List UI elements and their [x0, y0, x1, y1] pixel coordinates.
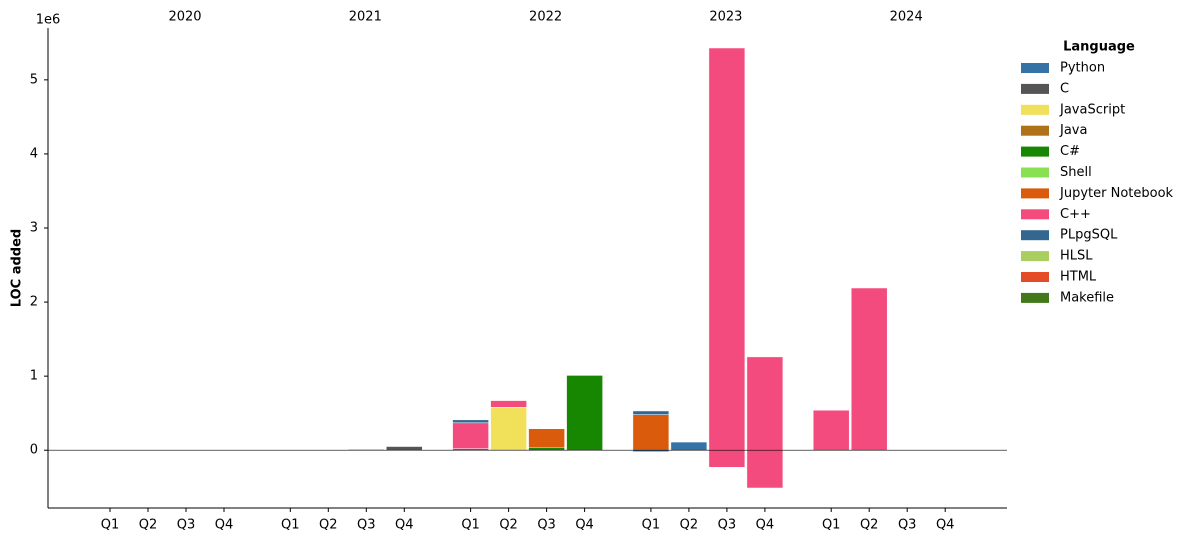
x-tick-label: Q4	[215, 518, 234, 533]
x-tick-label: Q1	[461, 518, 480, 533]
bar-segment	[386, 446, 423, 451]
year-label: 2022	[529, 10, 562, 25]
y-tick-label: 2	[30, 295, 38, 310]
x-tick-label: Q2	[680, 518, 699, 533]
legend-label: PLpgSQL	[1060, 228, 1118, 243]
legend-label: C#	[1060, 144, 1080, 159]
x-tick-label: Q3	[357, 518, 376, 533]
legend-swatch	[1021, 230, 1049, 241]
y-axis-label: LOC added	[10, 229, 25, 307]
bar-segment	[528, 447, 565, 451]
bar-segment	[490, 407, 527, 451]
bar-segment	[490, 400, 527, 408]
legend-swatch	[1021, 292, 1049, 303]
bar-segment	[566, 375, 603, 451]
year-label: 2020	[168, 10, 201, 25]
legend-label: HLSL	[1060, 249, 1093, 264]
legend-swatch	[1021, 146, 1049, 157]
x-tick-label: Q2	[499, 518, 518, 533]
legend-swatch	[1021, 251, 1049, 262]
legend-swatch	[1021, 104, 1049, 115]
x-tick-label: Q1	[822, 518, 841, 533]
y-tick-label: 4	[30, 146, 38, 161]
legend-swatch	[1021, 272, 1049, 282]
legend-label: C	[1060, 81, 1069, 96]
legend-swatch	[1021, 63, 1049, 73]
legend-label: JavaScript	[1059, 102, 1125, 117]
bar-segment	[746, 356, 784, 451]
bar-segment	[632, 410, 670, 415]
legend-swatch	[1021, 125, 1049, 136]
year-label: 2024	[890, 10, 923, 25]
x-tick-label: Q1	[642, 518, 661, 533]
bar-segment	[812, 409, 850, 451]
bar-segment	[850, 287, 888, 451]
x-tick-label: Q4	[756, 518, 775, 533]
legend-title: Language	[1063, 40, 1135, 55]
x-tick-label: Q4	[395, 518, 414, 533]
y-tick-label: 5	[30, 72, 38, 87]
legend-label: HTML	[1060, 270, 1097, 285]
legend-swatch	[1021, 209, 1049, 220]
x-tick-label: Q3	[177, 518, 196, 533]
y-tick-label: 1	[30, 369, 38, 384]
x-tick-label: Q3	[537, 518, 556, 533]
legend-label: Python	[1060, 61, 1105, 76]
scale-label: 1e6	[36, 13, 61, 28]
x-tick-label: Q4	[575, 518, 594, 533]
legend-label: C++	[1060, 207, 1091, 222]
legend-label: Shell	[1060, 165, 1092, 180]
bar-segment	[632, 414, 670, 451]
x-tick-label: Q1	[101, 518, 120, 533]
x-tick-label: Q1	[281, 518, 300, 533]
y-tick-label: 3	[30, 221, 38, 236]
bar-segment	[452, 422, 489, 449]
bar-segment	[670, 441, 708, 451]
legend-swatch	[1021, 83, 1049, 94]
bar-segment	[746, 449, 784, 489]
x-tick-label: Q2	[319, 518, 338, 533]
bar-segment	[528, 428, 565, 448]
legend-swatch	[1021, 167, 1049, 178]
legend-label: Jupyter Notebook	[1059, 186, 1174, 201]
x-tick-label: Q3	[718, 518, 737, 533]
x-tick-label: Q2	[860, 518, 879, 533]
year-label: 2023	[709, 10, 742, 25]
x-tick-label: Q4	[936, 518, 955, 533]
y-tick-label: 0	[30, 443, 38, 458]
bar-segment	[708, 449, 746, 468]
legend-label: Makefile	[1060, 290, 1114, 305]
bar-segment	[708, 47, 746, 451]
x-tick-label: Q2	[139, 518, 158, 533]
bar-segment	[452, 419, 489, 424]
legend-label: Java	[1059, 123, 1087, 138]
x-tick-label: Q3	[898, 518, 917, 533]
year-label: 2021	[349, 10, 382, 25]
legend-swatch	[1021, 188, 1049, 199]
